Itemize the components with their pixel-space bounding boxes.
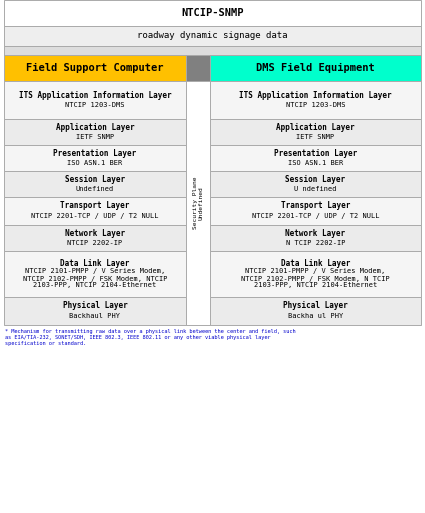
- Bar: [210, 145, 421, 171]
- Text: NTCIP 2202-IP: NTCIP 2202-IP: [68, 240, 123, 246]
- Text: NTCIP 2201-TCP / UDP / T2 NULL: NTCIP 2201-TCP / UDP / T2 NULL: [31, 213, 159, 219]
- Text: Backhaul PHY: Backhaul PHY: [70, 313, 121, 319]
- Text: NTCIP-SNMP: NTCIP-SNMP: [181, 8, 244, 18]
- Bar: [210, 197, 421, 225]
- Text: * Mechanism for transmitting raw data over a physical link between the center an: * Mechanism for transmitting raw data ov…: [5, 329, 296, 346]
- Bar: [4, 26, 421, 46]
- Text: Data Link Layer: Data Link Layer: [281, 259, 350, 268]
- Bar: [210, 251, 421, 297]
- Bar: [4, 55, 186, 81]
- Text: Security Plane
Undefined: Security Plane Undefined: [193, 177, 204, 229]
- Text: Backha ul PHY: Backha ul PHY: [288, 313, 343, 319]
- Text: IETF SNMP: IETF SNMP: [76, 134, 114, 140]
- Bar: [210, 119, 421, 145]
- Text: U ndefined: U ndefined: [294, 186, 337, 192]
- Text: IETF SNMP: IETF SNMP: [296, 134, 334, 140]
- Bar: [210, 171, 421, 197]
- Text: ITS Application Information Layer: ITS Application Information Layer: [19, 90, 171, 100]
- Bar: [210, 81, 421, 119]
- Text: NTCIP 2201-TCP / UDP / T2 NULL: NTCIP 2201-TCP / UDP / T2 NULL: [252, 213, 379, 219]
- Text: NTCIP 2102-PMPP / FSK Modem, N TCIP: NTCIP 2102-PMPP / FSK Modem, N TCIP: [241, 275, 390, 282]
- Text: NTCIP 2101-PMPP / V Series Modem,: NTCIP 2101-PMPP / V Series Modem,: [25, 268, 165, 274]
- Text: Presentation Layer: Presentation Layer: [54, 148, 136, 157]
- Text: Field Support Computer: Field Support Computer: [26, 63, 164, 73]
- Text: ISO ASN.1 BER: ISO ASN.1 BER: [68, 160, 123, 166]
- Text: N TCIP 2202-IP: N TCIP 2202-IP: [286, 240, 345, 246]
- Text: Undefined: Undefined: [76, 186, 114, 192]
- Text: 2103-PPP, NTCIP 2104-Ethernet: 2103-PPP, NTCIP 2104-Ethernet: [34, 283, 157, 288]
- Text: NTCIP 2102-PMPP / FSK Modem, NTCIP: NTCIP 2102-PMPP / FSK Modem, NTCIP: [23, 275, 167, 282]
- Text: DMS Field Equipment: DMS Field Equipment: [256, 63, 375, 73]
- Text: Presentation Layer: Presentation Layer: [274, 148, 357, 157]
- Text: NTCIP 1203-DMS: NTCIP 1203-DMS: [286, 102, 345, 108]
- Bar: [186, 55, 210, 81]
- Text: Transport Layer: Transport Layer: [281, 202, 350, 210]
- Text: Session Layer: Session Layer: [286, 174, 346, 184]
- Bar: [4, 225, 186, 251]
- Bar: [4, 251, 186, 297]
- Text: Transport Layer: Transport Layer: [60, 202, 130, 210]
- Text: Application Layer: Application Layer: [56, 123, 134, 131]
- Bar: [4, 297, 186, 325]
- Bar: [4, 0, 421, 26]
- Bar: [4, 197, 186, 225]
- Bar: [4, 81, 186, 119]
- Bar: [210, 55, 421, 81]
- Text: Data Link Layer: Data Link Layer: [60, 259, 130, 268]
- Bar: [210, 297, 421, 325]
- Text: Physical Layer: Physical Layer: [283, 302, 348, 310]
- Text: roadway dynamic signage data: roadway dynamic signage data: [137, 31, 288, 41]
- Text: Physical Layer: Physical Layer: [62, 302, 128, 310]
- Text: Application Layer: Application Layer: [276, 123, 355, 131]
- Text: ISO ASN.1 BER: ISO ASN.1 BER: [288, 160, 343, 166]
- Text: Network Layer: Network Layer: [65, 228, 125, 238]
- Text: 2103-PPP, NTCIP 2104-Ethernet: 2103-PPP, NTCIP 2104-Ethernet: [254, 283, 377, 288]
- Text: NTCIP 1203-DMS: NTCIP 1203-DMS: [65, 102, 125, 108]
- Text: Session Layer: Session Layer: [65, 174, 125, 184]
- Bar: [4, 46, 421, 55]
- Bar: [210, 225, 421, 251]
- Text: Network Layer: Network Layer: [286, 228, 346, 238]
- Bar: [4, 171, 186, 197]
- Text: NTCIP 2101-PMPP / V Series Modem,: NTCIP 2101-PMPP / V Series Modem,: [245, 268, 385, 274]
- Bar: [4, 119, 186, 145]
- Bar: [4, 145, 186, 171]
- Bar: [186, 81, 210, 325]
- Text: ITS Application Information Layer: ITS Application Information Layer: [239, 90, 392, 100]
